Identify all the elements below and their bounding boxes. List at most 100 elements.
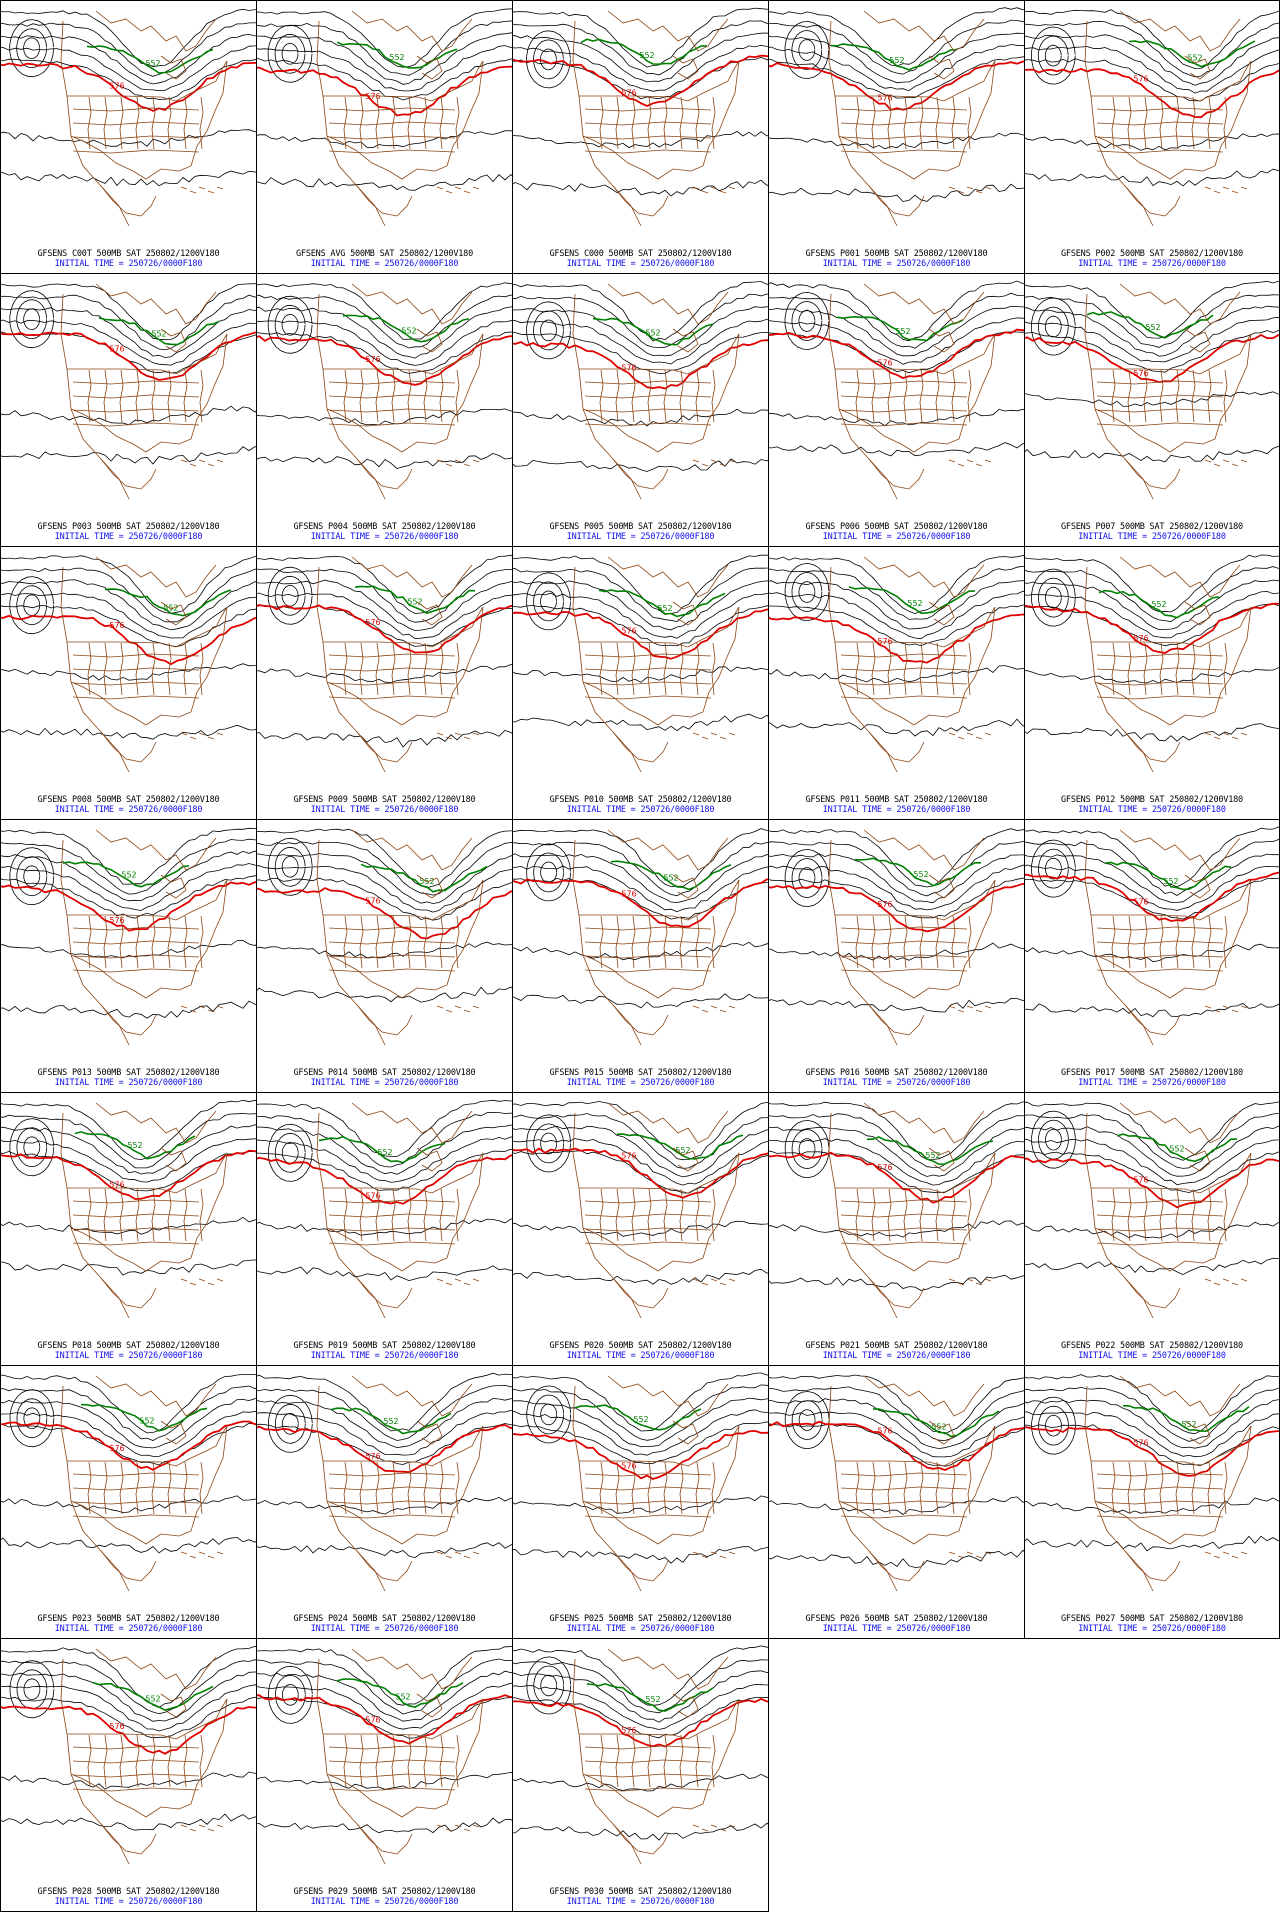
contour-576-label: 576 (621, 626, 636, 635)
caribbean-island (975, 736, 983, 740)
contour-line (1025, 864, 1279, 911)
state-line (328, 1773, 456, 1778)
state-line (584, 1773, 712, 1778)
us-outline (1091, 333, 1252, 453)
state-line (679, 1734, 684, 1788)
state-line (87, 915, 92, 969)
arctic-coastline (1119, 1102, 1241, 1144)
state-line (903, 642, 908, 696)
caribbean-island (1222, 1005, 1230, 1009)
state-line (840, 1500, 968, 1505)
contour-line (513, 130, 768, 149)
contour-576 (513, 54, 768, 107)
contour-552-label: 552 (163, 603, 178, 612)
state-line (584, 940, 712, 945)
panel-initial-time: INITIAL TIME = 250726/0000F180 (54, 1351, 203, 1361)
panel-title: GFSENS P014 500MB SAT 250802/1200V180 (293, 1068, 476, 1078)
state-line (919, 369, 924, 423)
black-contours (257, 828, 512, 1003)
state-line (1096, 1486, 1224, 1491)
state-line (151, 1461, 156, 1515)
black-contours (769, 1101, 1024, 1291)
state-line (584, 667, 712, 672)
state-line (903, 915, 908, 969)
black-contours (257, 1099, 512, 1282)
contour-line (513, 1696, 768, 1739)
black-contours (1, 827, 256, 1019)
pacific-low-ring (1038, 848, 1069, 889)
hudson-bay (160, 55, 187, 80)
contour-line (1, 1495, 256, 1514)
state-line (631, 1734, 636, 1788)
contour-552 (574, 1404, 702, 1431)
contour-576 (769, 60, 1024, 111)
caribbean-island (445, 1009, 453, 1013)
caribbean-island (692, 1278, 700, 1282)
pacific-low-ring (274, 846, 306, 887)
contour-line (1025, 1221, 1279, 1239)
pacific-low-ring (540, 319, 557, 342)
pacific-low-ring (9, 290, 55, 349)
contour-line (769, 555, 1024, 615)
us-outline (1091, 879, 1252, 999)
state-line (423, 369, 428, 423)
contour-line (769, 1549, 1024, 1568)
pacific-low-ring (791, 301, 823, 341)
mexico-coast (1124, 1004, 1181, 1036)
pacific-low-ring (533, 852, 564, 893)
mexico-coast (100, 1823, 157, 1855)
caribbean-island (710, 732, 718, 736)
state-line (439, 915, 444, 969)
contour-576 (1, 614, 256, 666)
west-coast-line (1084, 566, 1154, 773)
state-line (1096, 926, 1224, 931)
state-line (328, 149, 456, 154)
contour-line (1025, 723, 1279, 742)
contour-line (513, 32, 768, 83)
state-line (375, 1188, 380, 1242)
contour-line (513, 567, 768, 623)
pacific-low-ring (9, 847, 55, 906)
contour-line (1, 1124, 256, 1175)
state-line (584, 1486, 712, 1491)
caribbean-island (198, 186, 206, 190)
hudson-bay (928, 55, 955, 80)
caribbean-island (463, 190, 471, 194)
caribbean-island (719, 1555, 727, 1559)
us-outline (579, 1698, 740, 1818)
state-line (584, 1787, 712, 1792)
contour-line (1, 405, 256, 426)
map-boundaries (828, 556, 996, 773)
pacific-low-ring (1038, 306, 1069, 347)
state-line (72, 1472, 200, 1477)
contour-line (769, 580, 1024, 630)
caribbean-island (966, 1551, 974, 1555)
caribbean-island (692, 732, 700, 736)
mexico-coast (356, 731, 413, 763)
contour-552-label: 552 (1187, 54, 1202, 63)
forecast-panel-p019: 552 576 GFSENS P019 500MB SAT 250802/1200V… (256, 1092, 513, 1366)
map-boundaries (316, 1375, 484, 1592)
map-boundaries (572, 829, 740, 1046)
state-line (328, 695, 456, 700)
state-line (328, 1227, 456, 1232)
state-line (615, 915, 620, 969)
state-line (887, 369, 892, 423)
state-line (199, 96, 204, 150)
state-line (1096, 1500, 1224, 1505)
caribbean-island (948, 186, 956, 190)
state-line (183, 642, 188, 696)
contour-552 (318, 1135, 446, 1164)
contour-552-label: 552 (139, 1416, 154, 1425)
map-boundaries (60, 829, 228, 1046)
mexico-coast (356, 458, 413, 490)
state-line (855, 1188, 860, 1242)
map-boundaries (60, 556, 228, 773)
pacific-low-ring (1031, 1110, 1076, 1169)
forecast-panel-p028: 552 576 GFSENS P028 500MB SAT 250802/1200V… (0, 1638, 257, 1912)
